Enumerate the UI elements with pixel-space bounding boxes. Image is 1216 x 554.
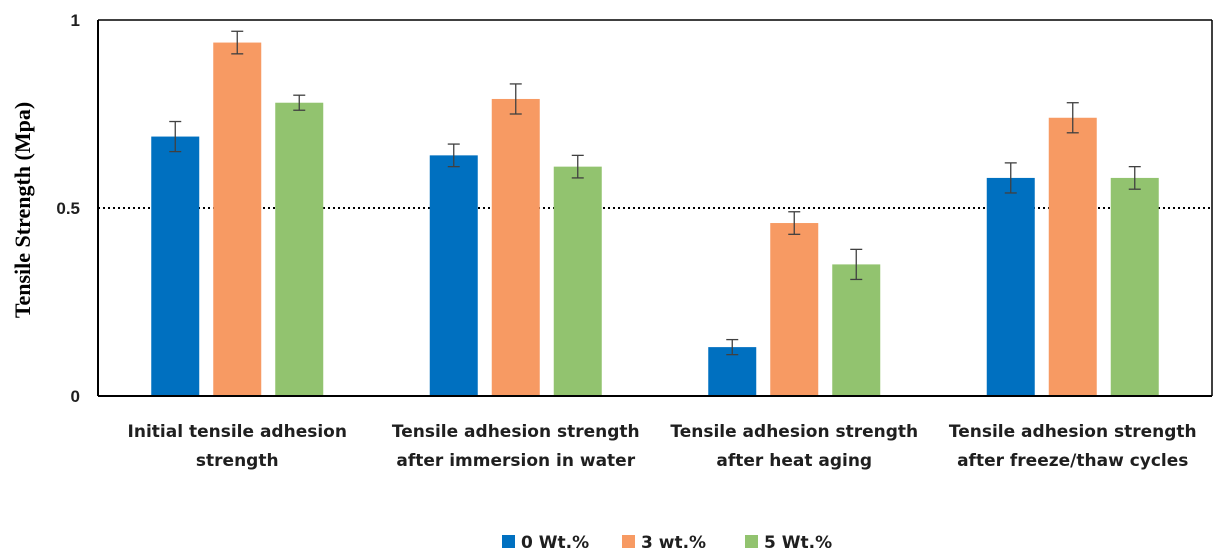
legend-swatch	[502, 535, 515, 548]
x-tick-label: Tensile adhesion strength	[670, 422, 918, 442]
x-tick-label: after heat aging	[716, 451, 872, 471]
y-axis-label: Tensile Strength (Mpa)	[10, 102, 35, 318]
error-bar	[571, 154, 584, 179]
bar	[491, 98, 540, 397]
bar	[151, 136, 200, 396]
y-tick-label: 0	[71, 387, 80, 406]
error-bar	[231, 30, 244, 55]
x-tick-label: after immersion in water	[396, 451, 635, 471]
legend-label: 0 Wt.%	[521, 533, 589, 553]
y-tick-label: 0.5	[56, 199, 80, 218]
legend-item: 0 Wt.%	[502, 533, 589, 553]
bar	[1110, 177, 1159, 396]
legend-label: 5 Wt.%	[764, 533, 832, 553]
x-tick-label: strength	[196, 451, 279, 471]
error-bar	[788, 211, 801, 235]
error-bar	[293, 94, 306, 111]
bar	[1048, 117, 1097, 396]
legend-item: 5 Wt.%	[745, 533, 832, 553]
error-bar	[726, 338, 739, 356]
x-tick-label: Initial tensile adhesion	[128, 422, 347, 442]
error-bar	[447, 143, 460, 168]
x-tick-label: Tensile adhesion strength	[949, 422, 1197, 442]
error-bar	[169, 120, 182, 153]
legend-swatch	[622, 535, 635, 548]
legend-item: 3 wt.%	[622, 533, 706, 553]
error-bar	[1066, 102, 1079, 134]
error-bar	[509, 83, 522, 115]
bar	[213, 42, 262, 397]
legend-label: 3 wt.%	[641, 533, 706, 553]
bar	[770, 223, 819, 396]
bar	[275, 102, 324, 396]
error-bar	[1004, 162, 1017, 194]
bar	[832, 264, 881, 396]
error-bar	[1128, 165, 1141, 190]
bar	[986, 177, 1035, 396]
y-tick-label: 1	[71, 11, 80, 30]
legend-swatch	[745, 535, 758, 548]
error-bar	[850, 248, 863, 281]
bar	[429, 155, 478, 396]
x-tick-label: after freeze/thaw cycles	[957, 451, 1188, 471]
x-tick-label: Tensile adhesion strength	[392, 422, 640, 442]
bar	[553, 166, 602, 396]
